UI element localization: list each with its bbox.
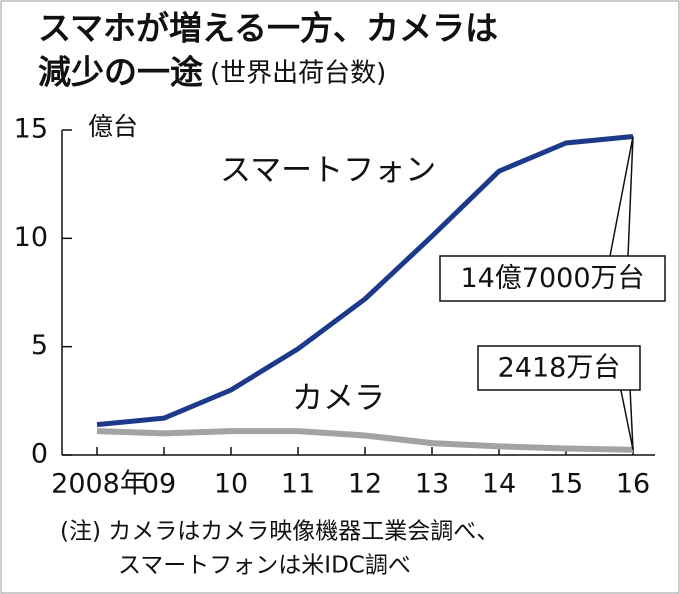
data-label: 14億7000万台 xyxy=(460,263,644,294)
x-tick-label: 15 xyxy=(549,469,583,500)
note: (注) カメラはカメラ映像機器工業会調べ、 xyxy=(60,519,499,545)
x-tick-label: 11 xyxy=(281,469,315,500)
callout-pointer xyxy=(609,136,634,257)
series-label: カメラ xyxy=(292,381,385,417)
y-tick-label: 15 xyxy=(14,114,48,145)
chart-title-line2: 減少の一途 xyxy=(38,53,203,92)
chart-subtitle: (世界出荷台数) xyxy=(210,59,386,89)
x-tick-label: 16 xyxy=(616,469,650,500)
x-tick-label: 10 xyxy=(214,469,248,500)
y-tick-label: 5 xyxy=(31,330,48,361)
series-line xyxy=(96,134,634,428)
data-label: 2418万台 xyxy=(498,353,621,384)
series-line xyxy=(96,428,634,453)
chart-title: スマホが増える一方、カメラは xyxy=(38,9,498,48)
x-tick-label: 09 xyxy=(142,469,176,500)
x-tick-label: 2008年 xyxy=(51,469,147,500)
x-tick-label: 12 xyxy=(348,469,382,500)
note: スマートフォンは米IDC調べ xyxy=(118,553,411,579)
y-unit-label: 億台 xyxy=(88,112,138,141)
x-tick-label: 13 xyxy=(415,469,449,500)
x-tick-label: 14 xyxy=(482,469,516,500)
y-tick-label: 10 xyxy=(14,222,48,253)
callout-box xyxy=(477,345,641,391)
callout-box xyxy=(439,255,666,302)
y-tick-label: 0 xyxy=(31,439,48,470)
series-label: スマートフォン xyxy=(220,153,436,189)
